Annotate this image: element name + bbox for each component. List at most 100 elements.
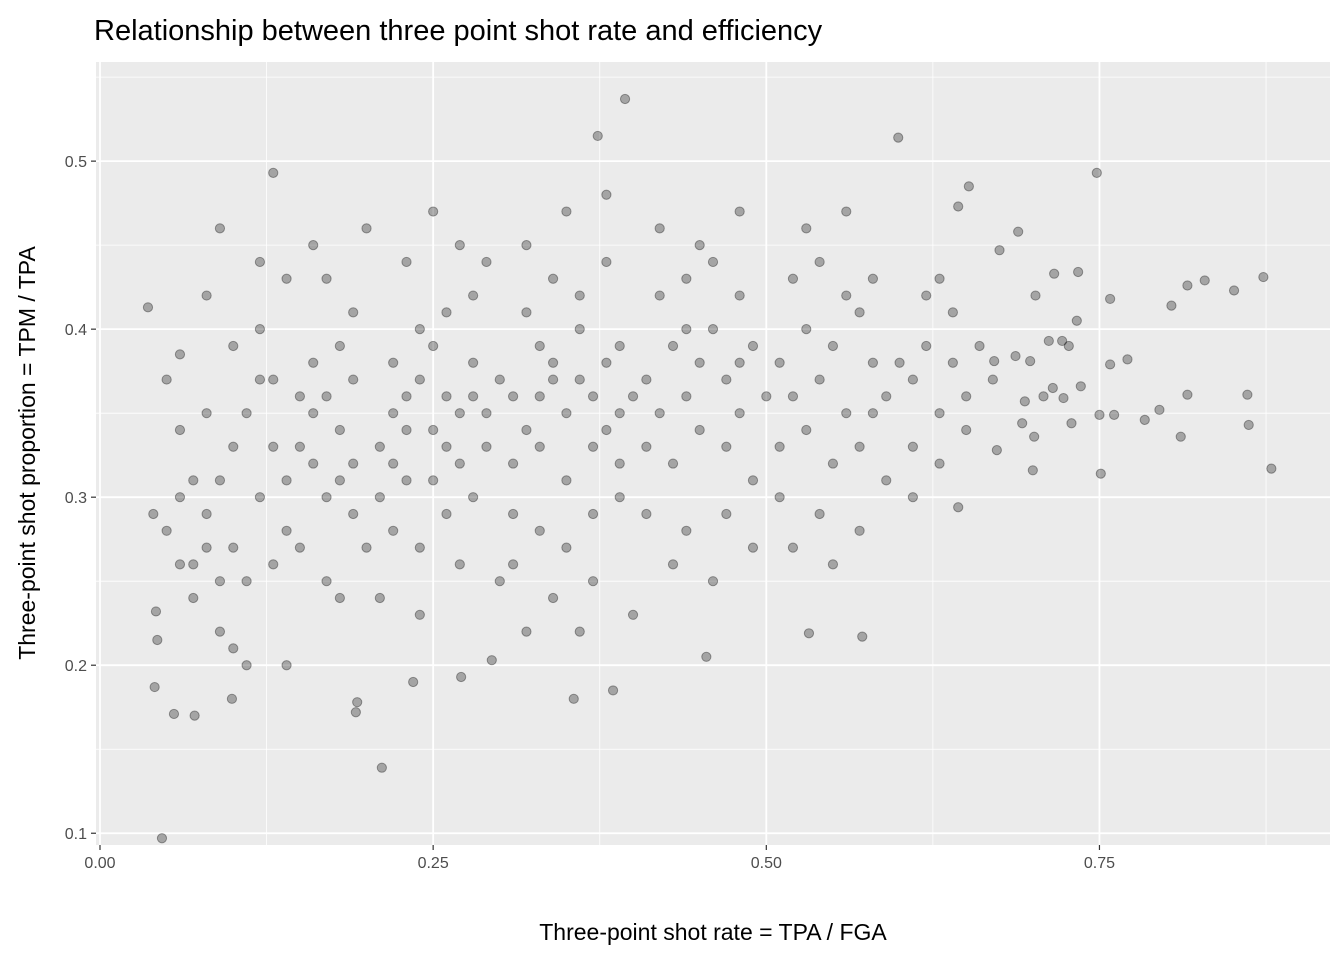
data-point <box>601 357 612 368</box>
data-point <box>614 408 625 419</box>
y-tick-label: 0.4 <box>65 322 87 339</box>
data-point <box>1010 350 1021 362</box>
data-point <box>627 609 639 620</box>
data-point <box>268 167 279 178</box>
data-point <box>361 542 372 553</box>
data-point <box>1013 226 1024 237</box>
data-point <box>214 626 226 637</box>
data-point <box>226 693 238 704</box>
data-point <box>587 576 599 587</box>
data-point <box>953 201 964 212</box>
y-axis-label: Three-point shot proportion = TPM / TPA <box>14 246 40 660</box>
data-point <box>348 458 359 469</box>
data-point <box>1043 335 1054 347</box>
data-point <box>857 631 868 642</box>
data-point <box>1122 354 1133 365</box>
data-point <box>893 132 904 143</box>
data-point <box>1038 391 1049 402</box>
data-point <box>827 340 839 352</box>
data-point <box>667 458 679 469</box>
data-point <box>574 374 585 385</box>
data-point <box>963 181 974 192</box>
data-point <box>201 542 212 553</box>
data-point <box>174 424 186 436</box>
data-point <box>721 441 732 452</box>
data-point <box>1063 340 1074 352</box>
data-point <box>352 697 363 708</box>
data-point <box>841 408 852 419</box>
data-point <box>1243 419 1254 431</box>
data-point <box>414 542 425 553</box>
data-point <box>907 374 918 385</box>
data-point <box>228 340 239 352</box>
data-point <box>441 441 452 452</box>
data-point <box>1105 359 1116 370</box>
data-point <box>374 441 385 452</box>
data-point <box>521 240 532 251</box>
data-point <box>1047 382 1058 394</box>
data-point <box>614 458 625 469</box>
data-point <box>1030 290 1041 301</box>
data-point <box>721 374 732 385</box>
data-point <box>619 93 631 105</box>
data-point <box>508 508 519 520</box>
data-point <box>947 357 958 368</box>
data-point <box>701 651 712 662</box>
data-point <box>827 559 839 570</box>
data-point <box>441 508 452 520</box>
data-point <box>1075 381 1086 392</box>
data-point <box>414 374 425 385</box>
data-point <box>294 542 305 553</box>
data-point <box>1109 409 1120 420</box>
data-point <box>441 307 452 318</box>
y-tick-label: 0.2 <box>65 658 87 675</box>
data-point <box>614 492 625 503</box>
data-point <box>827 458 839 469</box>
data-point <box>907 492 918 503</box>
data-point <box>241 408 252 419</box>
data-point <box>734 290 745 301</box>
data-point <box>1057 335 1068 347</box>
data-point <box>294 391 305 402</box>
data-point <box>348 307 359 318</box>
data-point <box>534 441 545 452</box>
data-point <box>481 256 492 268</box>
data-point <box>681 525 692 536</box>
data-point <box>561 206 572 217</box>
data-point <box>348 508 359 520</box>
data-point <box>587 441 599 452</box>
data-point <box>641 441 652 452</box>
data-point <box>188 592 199 604</box>
data-point <box>592 130 603 142</box>
data-point <box>867 273 879 284</box>
data-point <box>803 628 815 639</box>
data-point <box>508 391 519 402</box>
data-point <box>707 576 719 587</box>
data-point <box>547 374 559 385</box>
data-point <box>142 302 154 313</box>
data-point <box>281 660 292 671</box>
data-point <box>867 357 879 368</box>
data-point <box>881 391 892 402</box>
data-point <box>1073 266 1084 278</box>
data-point <box>654 408 665 419</box>
data-point <box>481 441 492 452</box>
data-point <box>587 508 599 520</box>
data-point <box>774 492 785 503</box>
x-axis-label: Three-point shot rate = TPA / FGA <box>539 919 887 945</box>
data-point <box>994 245 1005 256</box>
data-point <box>174 349 186 360</box>
data-point <box>1154 404 1165 415</box>
chart-title: Relationship between three point shot ra… <box>94 15 823 47</box>
data-point <box>1242 389 1253 400</box>
data-point <box>961 391 972 402</box>
data-point <box>174 492 186 503</box>
data-point <box>401 391 412 402</box>
data-point <box>156 833 168 844</box>
data-point <box>308 357 319 368</box>
data-point <box>148 508 159 520</box>
data-point <box>601 189 612 200</box>
data-point <box>681 324 692 335</box>
x-tick-label: 0.25 <box>418 855 449 872</box>
